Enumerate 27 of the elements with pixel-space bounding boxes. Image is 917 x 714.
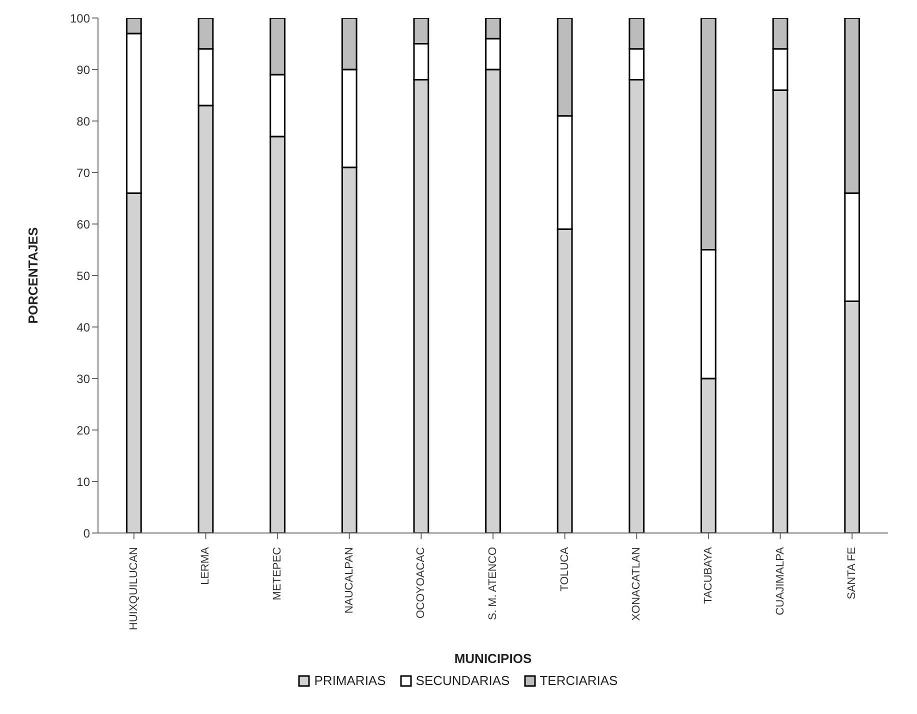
x-tick-label: METEPEC <box>272 546 284 600</box>
x-tick-label: CUAJIMALPA <box>774 546 786 616</box>
x-axis-title: MUNICIPIOS <box>454 651 532 666</box>
y-tick-label: 10 <box>76 474 90 489</box>
x-tick-label: NAUCALPAN <box>343 546 356 614</box>
y-tick-label: 90 <box>76 62 90 77</box>
y-tick-label: 80 <box>76 114 90 128</box>
x-tick-label: OCOYOACAC <box>415 546 428 619</box>
y-tick-label: 70 <box>76 166 90 180</box>
y-tick-label: 0 <box>83 526 90 540</box>
x-tick-label: TOLUCA <box>558 546 571 592</box>
x-tick-label: XONACATLAN <box>630 546 643 621</box>
x-tick-label: TACUBAYA <box>702 546 714 604</box>
legend-label: SECUNDARIAS <box>416 673 510 688</box>
y-tick-label: 40 <box>76 320 90 334</box>
legend-label: TERCIARIAS <box>540 673 618 688</box>
y-tick-label: 60 <box>76 217 90 232</box>
y-tick-label: 50 <box>76 268 90 283</box>
x-tick-label: LERMA <box>200 546 212 585</box>
x-tick-label: SANTA FE <box>846 547 858 600</box>
y-axis-title: PORCENTAJES <box>26 226 41 324</box>
y-tick-label: 100 <box>70 11 90 26</box>
y-tick-label: 20 <box>76 423 90 438</box>
legend-label: PRIMARIAS <box>314 673 386 688</box>
x-tick-label: S. M. ATENCO <box>487 546 499 620</box>
x-tick-label: HUIXQUILUCAN <box>128 546 140 630</box>
y-tick-label: 30 <box>76 372 90 386</box>
